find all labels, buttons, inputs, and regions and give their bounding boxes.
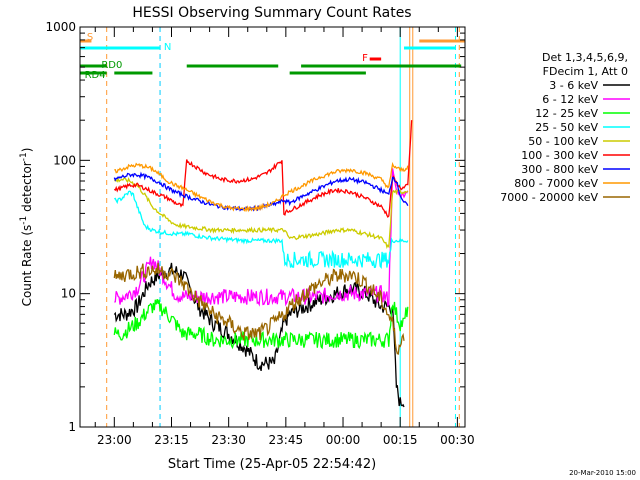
timestamp: 20-Mar-2010 15:00 — [569, 469, 636, 477]
x-tick-label: 23:00 — [97, 433, 132, 447]
y-tick-label: 10 — [61, 287, 76, 301]
y-axis-label: Count Rate (s-1 detector-1) — [19, 148, 34, 307]
plot-frame — [79, 26, 466, 428]
legend-entry-label: 100 - 300 keV — [521, 149, 598, 162]
legend-entry-label: 12 - 25 keV — [535, 107, 598, 120]
status-bar-label: F — [362, 53, 368, 64]
y-tick-label: 1 — [68, 420, 76, 434]
legend-entry-label: 800 - 7000 keV — [514, 177, 598, 190]
y-axis-label-sup: -1 — [19, 216, 29, 225]
series-line — [114, 161, 409, 213]
series-line — [114, 190, 409, 269]
status-bar-label: RD0 — [101, 60, 122, 71]
series-line — [113, 262, 405, 355]
legend-entry-label: 7000 - 20000 keV — [500, 191, 598, 204]
status-bar-label: RD4 — [85, 70, 106, 81]
chart-title: HESSI Observing Summary Count Rates — [132, 5, 411, 21]
status-bar-label: N — [164, 42, 171, 53]
series-line — [113, 298, 409, 350]
legend-entry-label: 3 - 6 keV — [549, 79, 598, 92]
legend-entry-label: 25 - 50 keV — [535, 121, 598, 134]
y-axis-label-sup: -1 — [19, 152, 29, 161]
legend-header: FDecim 1, Att 0 — [543, 65, 628, 78]
x-tick-label: 00:00 — [326, 433, 361, 447]
x-axis-label: Start Time (25-Apr-05 22:54:42) — [168, 457, 376, 472]
x-tick-label: 23:45 — [269, 433, 304, 447]
y-tick-label: 100 — [53, 153, 76, 167]
y-axis-label-part: ) — [20, 148, 34, 153]
series-line — [114, 177, 409, 250]
x-tick-label: 23:15 — [154, 433, 189, 447]
legend-entry-label: 300 - 800 keV — [521, 163, 598, 176]
y-tick-label: 1000 — [45, 20, 76, 34]
y-axis-label-part: Count Rate (s — [20, 225, 34, 307]
x-tick-label: 00:15 — [383, 433, 418, 447]
legend-entry-label: 6 - 12 keV — [542, 93, 598, 106]
legend-header: Det 1,3,4,5,6,9, — [542, 51, 628, 64]
x-tick-label: 00:30 — [440, 433, 475, 447]
status-bar-label: S — [87, 32, 93, 43]
series-line — [113, 120, 413, 218]
y-axis-label-part: detector — [20, 161, 34, 216]
series-line — [114, 168, 409, 308]
legend-entry-label: 50 - 100 keV — [528, 135, 598, 148]
x-tick-label: 23:30 — [211, 433, 246, 447]
